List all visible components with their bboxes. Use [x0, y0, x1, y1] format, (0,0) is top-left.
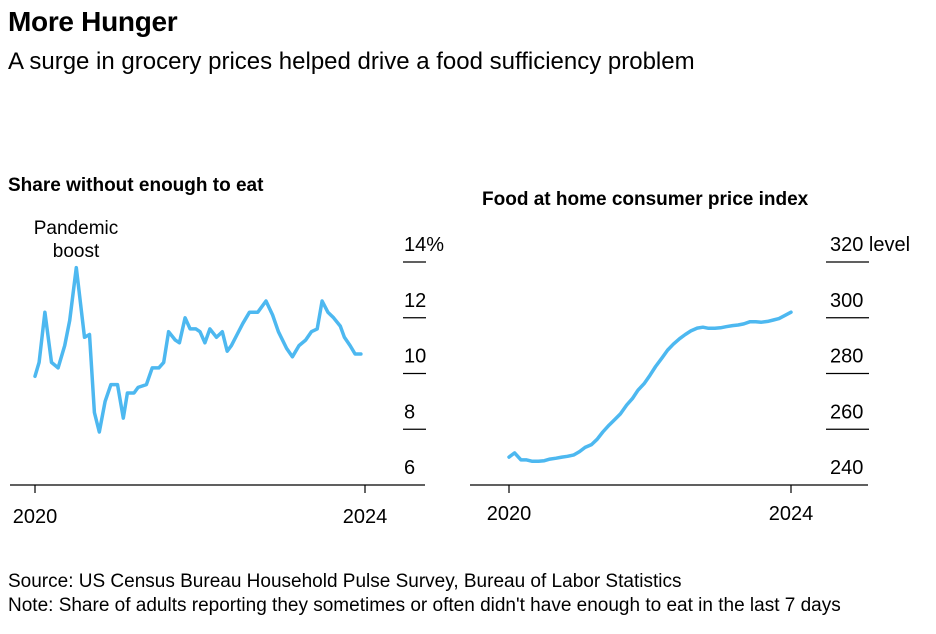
cpi-y-tick-label-280: 280 [830, 346, 863, 368]
share-y-tick-label-12: 12 [404, 290, 426, 312]
share-y-tick-label-10: 10 [404, 346, 426, 368]
right-panel-title: Food at home consumer price index [482, 189, 809, 210]
share-series-line-0 [33, 265, 363, 434]
methodology-note: Note: Share of adults reporting they som… [8, 595, 841, 616]
share-x-tick-label-2020: 2020 [13, 506, 58, 528]
share-y-tick-label-8: 8 [404, 401, 415, 423]
left-panel-title: Share without enough to eat [8, 175, 264, 196]
cpi-x-tick-label-2020: 2020 [487, 503, 532, 525]
cpi-x-tick-label-2024: 2024 [769, 503, 814, 525]
cpi-y-tick-label-240: 240 [830, 457, 863, 479]
share-y-tick-label-6: 6 [404, 457, 415, 479]
cpi-y-tick-label-320: 320 level [830, 234, 910, 256]
share-annotation-line-0: Pandemic [34, 218, 119, 239]
cpi-y-tick-label-260: 260 [830, 401, 863, 423]
share-annotation-line-1: boost [53, 241, 100, 262]
cpi-series-line-0 [507, 310, 793, 464]
chart-title: More Hunger [8, 6, 178, 37]
chart-subtitle: A surge in grocery prices helped drive a… [8, 48, 695, 75]
share-x-tick-label-2024: 2024 [343, 506, 388, 528]
share-y-tick-label-14: 14% [404, 234, 444, 256]
cpi-y-tick-label-300: 300 [830, 290, 863, 312]
source-note: Source: US Census Bureau Household Pulse… [8, 571, 682, 592]
